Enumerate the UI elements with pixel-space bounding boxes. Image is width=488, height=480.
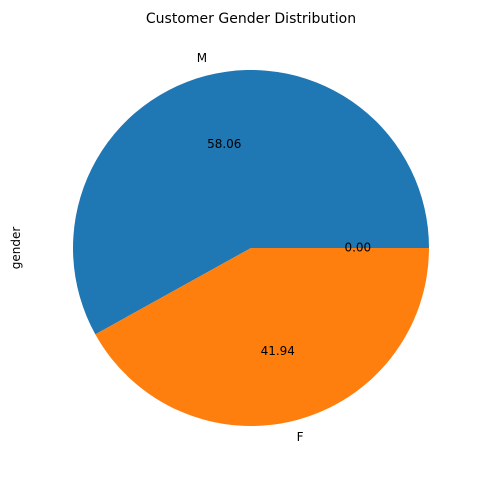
pie-slices [73, 69, 429, 426]
slice-label-F: F [297, 430, 304, 444]
chart-title: Customer Gender Distribution [146, 11, 356, 27]
pct-label-1: 41.94 [261, 344, 295, 358]
y-axis-label: gender [9, 227, 23, 270]
slice-label-M: M [197, 51, 207, 65]
pie-labels: M 58.06 F 41.94 0.00 [197, 51, 371, 444]
pct-label-2: 0.00 [344, 241, 371, 255]
pie-slice-F [95, 248, 429, 426]
pct-label-0: 58.06 [207, 137, 241, 151]
pie-slice-M [73, 69, 429, 335]
